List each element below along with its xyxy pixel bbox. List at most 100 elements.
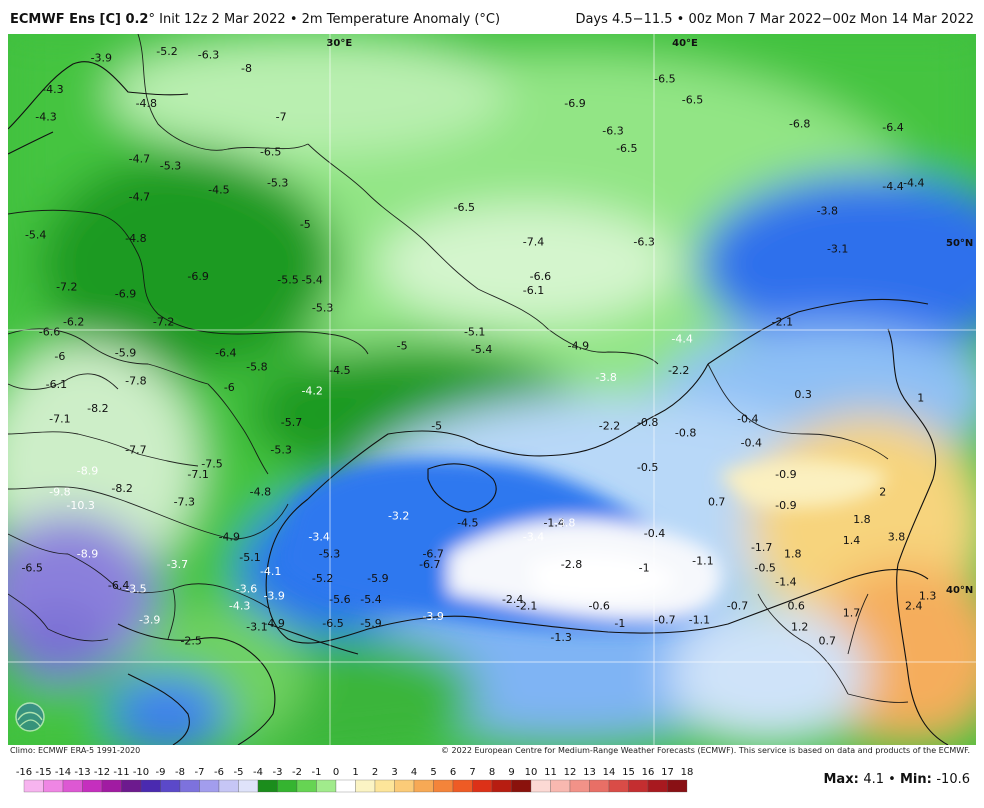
anomaly-value-116: -3.6 xyxy=(236,582,257,595)
anomaly-value-83: -0.9 xyxy=(775,499,796,512)
anomaly-value-65: -2.2 xyxy=(599,419,620,432)
graticule-label-2: 50°N xyxy=(946,238,973,249)
colorbar-label-33: 17 xyxy=(661,767,674,778)
anomaly-value-95: 3.8 xyxy=(888,530,906,543)
colorbar-swatch-8 xyxy=(179,779,200,793)
anomaly-value-5: -4.8 xyxy=(136,97,157,110)
anomaly-value-55: -6.1 xyxy=(46,378,67,391)
anomaly-value-23: -3.8 xyxy=(817,204,838,217)
colorbar-label-15: -1 xyxy=(312,767,322,778)
copyright-note: © 2022 European Centre for Medium-Range … xyxy=(441,746,970,755)
anomaly-value-124: -0.7 xyxy=(727,600,748,613)
anomaly-value-102: -3.7 xyxy=(167,558,188,571)
colorbar-swatch-3 xyxy=(82,779,103,793)
colorbar-label-2: -14 xyxy=(55,767,71,778)
anomaly-value-30: -3.1 xyxy=(827,243,848,256)
coastlines xyxy=(8,61,949,745)
colorbar-swatch-1 xyxy=(43,779,64,793)
anomaly-value-111: -5.9 xyxy=(367,572,388,585)
colorbar-swatch-5 xyxy=(121,779,142,793)
colorbar-swatch-28 xyxy=(569,779,590,793)
anomaly-value-131: -5.9 xyxy=(360,617,381,630)
anomaly-value-7: -7 xyxy=(276,111,287,124)
colorbar-label-31: 15 xyxy=(622,767,635,778)
anomaly-value-38: -5.3 xyxy=(312,302,333,315)
colorbar-label-18: 2 xyxy=(372,767,378,778)
anomaly-value-20: -4.7 xyxy=(129,191,150,204)
anomaly-value-75: -0.5 xyxy=(637,461,658,474)
graticule-labels: 30°E 40°E 50°N 40°N xyxy=(326,38,973,596)
colorbar-swatches xyxy=(23,779,688,793)
colorbar-swatch-18 xyxy=(374,779,395,793)
anomaly-value-130: -6.5 xyxy=(322,617,343,630)
anomaly-value-41: -6.6 xyxy=(39,326,60,339)
map-header: ECMWF Ens [C] 0.2° Init 12z 2 Mar 2022 •… xyxy=(0,0,984,34)
anomaly-value-57: -6 xyxy=(224,381,235,394)
anomaly-value-48: -6 xyxy=(54,350,65,363)
anomaly-value-29: -6.3 xyxy=(633,236,654,249)
anomaly-value-73: -8.9 xyxy=(77,465,98,478)
anomaly-value-97: -8.9 xyxy=(77,548,98,561)
graticule-label-3: 40°N xyxy=(946,585,973,596)
anomaly-value-25: -5.4 xyxy=(25,229,46,242)
anomaly-value-108: -0.5 xyxy=(754,562,775,575)
value-labels: -3.9 -5.2 -6.3 -8 -4.3 -4.8 -4.3 -7 -6.9 -6.5 -6.5… xyxy=(21,45,936,648)
colorbar-label-20: 4 xyxy=(411,767,417,778)
colorbar-swatch-0 xyxy=(23,779,44,793)
anomaly-value-4: -4.3 xyxy=(42,83,63,96)
anomaly-value-92: -0.4 xyxy=(644,527,665,540)
anomaly-value-115: -3.5 xyxy=(125,582,146,595)
colorbar-swatch-4 xyxy=(101,779,122,793)
anomaly-value-69: -0.4 xyxy=(741,437,762,450)
colorbar-label-22: 6 xyxy=(450,767,456,778)
colorbar-swatch-21 xyxy=(433,779,454,793)
anomaly-value-123: -0.6 xyxy=(588,600,609,613)
watermark-logo xyxy=(15,702,45,732)
colorbar-swatch-12 xyxy=(257,779,278,793)
anomaly-value-119: -5.4 xyxy=(360,593,381,606)
anomaly-value-100: -6.7 xyxy=(422,548,443,561)
colorbar-swatch-15 xyxy=(316,779,337,793)
anomaly-value-31: -6.9 xyxy=(187,270,208,283)
anomaly-value-16: -5.3 xyxy=(160,159,181,172)
anomaly-value-52: -4.5 xyxy=(329,364,350,377)
anomaly-value-12: -6.4 xyxy=(882,121,903,134)
anomaly-value-93: -4.9 xyxy=(219,530,240,543)
colorbar-swatch-7 xyxy=(160,779,181,793)
anomaly-value-99: -5.3 xyxy=(319,548,340,561)
anomaly-value-88: -3.8 xyxy=(554,517,575,530)
colorbar-label-28: 12 xyxy=(564,767,577,778)
colorbar-label-6: -10 xyxy=(133,767,149,778)
colorbar-swatch-22 xyxy=(452,779,473,793)
anomaly-value-53: -3.8 xyxy=(595,371,616,384)
map-title: ECMWF Ens [C] 0.2° Init 12z 2 Mar 2022 •… xyxy=(10,12,500,27)
anomaly-value-58: -4.2 xyxy=(301,385,322,398)
anomaly-value-72: -7.5 xyxy=(201,458,222,471)
anomaly-value-140: 0.7 xyxy=(819,634,837,647)
anomaly-value-40: -7.2 xyxy=(153,315,174,328)
anomaly-value-18: -4.5 xyxy=(208,184,229,197)
anomaly-value-87: -1.4 xyxy=(543,517,564,530)
colorbar-label-12: -4 xyxy=(253,767,263,778)
colorbar-swatch-30 xyxy=(608,779,629,793)
anomaly-value-22: -4.4 xyxy=(903,177,924,190)
colorbar-label-27: 11 xyxy=(544,767,557,778)
anomaly-value-107: -1.1 xyxy=(692,555,713,568)
anomaly-value-126: 1.7 xyxy=(843,607,861,620)
anomaly-value-47: -4.9 xyxy=(568,340,589,353)
colorbar-label-26: 10 xyxy=(525,767,538,778)
anomaly-value-11: -6.8 xyxy=(789,118,810,131)
anomaly-value-70: -7.7 xyxy=(125,444,146,457)
anomaly-value-122: -2.1 xyxy=(516,600,537,613)
colorbar-swatch-32 xyxy=(647,779,668,793)
anomaly-value-61: -8.2 xyxy=(87,402,108,415)
colorbar-swatch-9 xyxy=(199,779,220,793)
anomaly-value-120: -2.4 xyxy=(502,593,523,606)
colorbar-label-17: 1 xyxy=(352,767,358,778)
anomaly-value-9: -6.5 xyxy=(654,73,675,86)
anomaly-value-34: -6.6 xyxy=(530,270,551,283)
anomaly-value-21: -4.4 xyxy=(882,180,903,193)
borders xyxy=(8,34,909,703)
colorbar-swatch-14 xyxy=(296,779,317,793)
anomaly-value-10: -6.5 xyxy=(682,93,703,106)
